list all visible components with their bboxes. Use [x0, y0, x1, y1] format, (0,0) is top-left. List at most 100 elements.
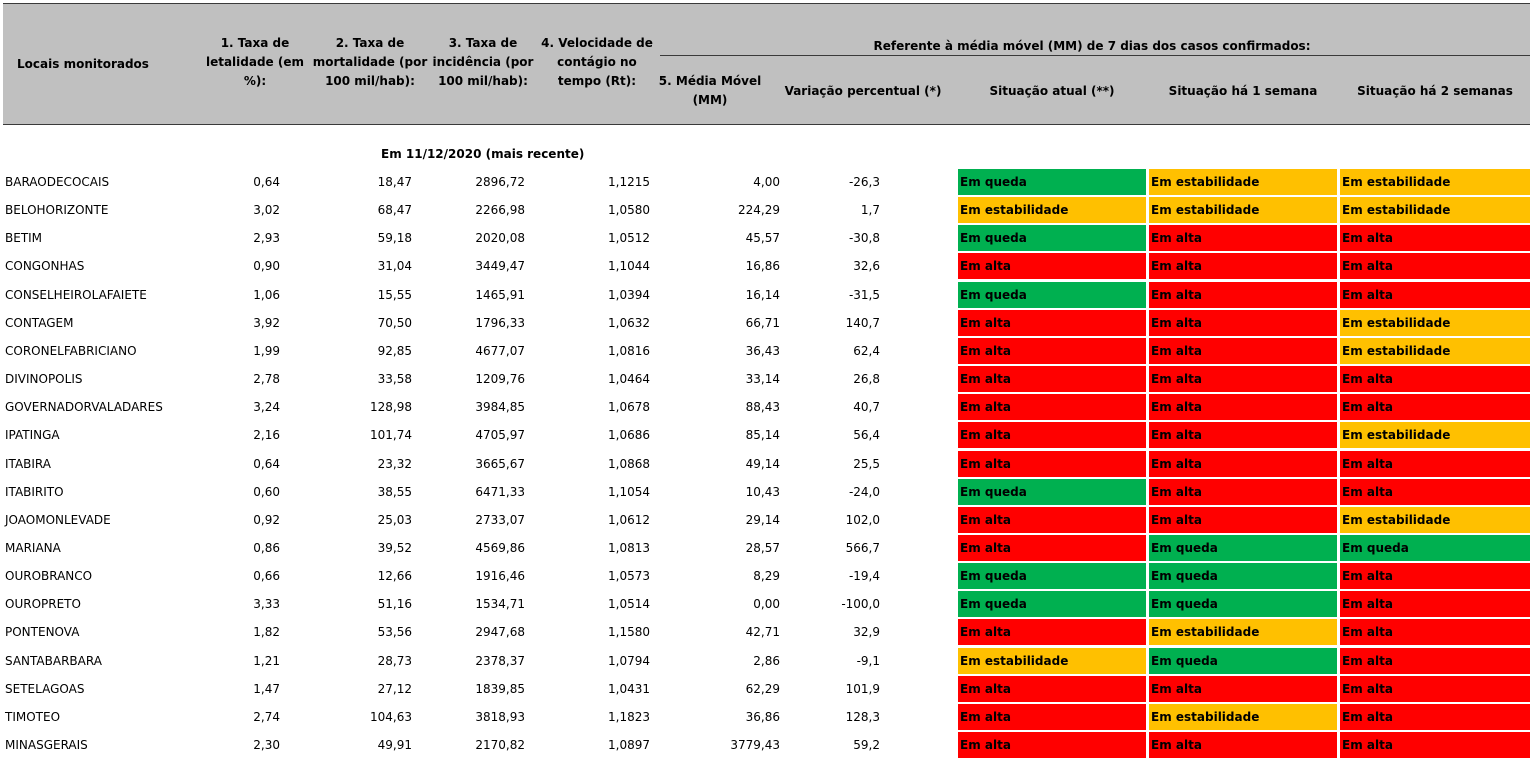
- cell-velocidade-rt: 1,1044: [608, 259, 650, 273]
- cell-mortalidade: 39,52: [377, 541, 412, 555]
- cell-incidencia: 2378,37: [475, 654, 525, 668]
- cell-letalidade: 1,47: [253, 682, 280, 696]
- cell-variacao: 40,7: [853, 400, 880, 414]
- cell-variacao: 62,4: [853, 344, 880, 358]
- cell-situacao-1-semana: Em queda: [1149, 591, 1337, 617]
- cell-variacao: -31,5: [848, 288, 880, 302]
- cell-incidencia: 4705,97: [475, 428, 525, 442]
- table-row: GOVERNADORVALADARES 3,24 128,98 3984,85 1,06…: [0, 393, 1530, 421]
- cell-letalidade: 2,93: [253, 231, 280, 245]
- cell-mortalidade: 70,50: [377, 316, 412, 330]
- cell-media-movel: 85,14: [745, 428, 780, 442]
- cell-variacao: 128,3: [845, 710, 880, 724]
- cell-media-movel: 36,43: [745, 344, 780, 358]
- cell-situacao-1-semana: Em alta: [1149, 282, 1337, 308]
- cell-mortalidade: 38,55: [377, 485, 412, 499]
- cell-situacao-2-semanas: Em estabilidade: [1340, 310, 1530, 336]
- table-row: MARIANA 0,86 39,52 4569,86 1,0813 28,57 566,7 E…: [0, 534, 1530, 562]
- table-row: OUROBRANCO 0,66 12,66 1916,46 1,0573 8,29 -19,…: [0, 562, 1530, 590]
- table-row: SETELAGOAS 1,47 27,12 1839,85 1,0431 62,29 101…: [0, 675, 1530, 703]
- table-row: CONGONHAS 0,90 31,04 3449,47 1,1044 16,86 32,6…: [0, 252, 1530, 280]
- cell-situacao-2-semanas: Em alta: [1340, 619, 1530, 645]
- cell-mortalidade: 68,47: [377, 203, 412, 217]
- cell-letalidade: 2,78: [253, 372, 280, 386]
- cell-local: DIVINOPOLIS: [5, 372, 83, 386]
- header-bottom-border: [3, 124, 1530, 125]
- cell-situacao-2-semanas: Em alta: [1340, 704, 1530, 730]
- cell-media-movel: 62,29: [745, 682, 780, 696]
- cell-media-movel: 49,14: [745, 457, 780, 471]
- cell-incidencia: 2266,98: [475, 203, 525, 217]
- group-header-divider: [660, 55, 1530, 56]
- cell-mortalidade: 25,03: [377, 513, 412, 527]
- cell-media-movel: 36,86: [745, 710, 780, 724]
- cell-incidencia: 1839,85: [475, 682, 525, 696]
- cell-incidencia: 6471,33: [475, 485, 525, 499]
- table-row: CONSELHEIROLAFAIETE 1,06 15,55 1465,91 1,039…: [0, 281, 1530, 309]
- cell-media-movel: 10,43: [745, 485, 780, 499]
- cell-variacao: 102,0: [845, 513, 880, 527]
- cell-letalidade: 2,74: [253, 710, 280, 724]
- cell-velocidade-rt: 1,0612: [608, 513, 650, 527]
- cell-situacao-2-semanas: Em alta: [1340, 732, 1530, 758]
- cell-incidencia: 3818,93: [475, 710, 525, 724]
- cell-mortalidade: 128,98: [370, 400, 412, 414]
- table-row: SANTABARBARA 1,21 28,73 2378,37 1,0794 2,86 -9…: [0, 647, 1530, 675]
- header-background: [3, 4, 1530, 125]
- cell-situacao-1-semana: Em queda: [1149, 535, 1337, 561]
- table-row: ITABIRA 0,64 23,32 3665,67 1,0868 49,14 25,5 Em…: [0, 450, 1530, 478]
- cell-media-movel: 0,00: [753, 597, 780, 611]
- header-locais-monitorados: Locais monitorados: [17, 57, 149, 71]
- cell-situacao-1-semana: Em estabilidade: [1149, 704, 1337, 730]
- cell-velocidade-rt: 1,0816: [608, 344, 650, 358]
- table-row: BELOHORIZONTE 3,02 68,47 2266,98 1,0580 224,2…: [0, 196, 1530, 224]
- table-row: ITABIRITO 0,60 38,55 6471,33 1,1054 10,43 -24,…: [0, 478, 1530, 506]
- cell-situacao-2-semanas: Em alta: [1340, 479, 1530, 505]
- cell-mortalidade: 31,04: [377, 259, 412, 273]
- cell-velocidade-rt: 1,0813: [608, 541, 650, 555]
- cell-mortalidade: 101,74: [370, 428, 412, 442]
- cell-situacao-2-semanas: Em estabilidade: [1340, 169, 1530, 195]
- cell-velocidade-rt: 1,0868: [608, 457, 650, 471]
- cell-local: TIMOTEO: [5, 710, 61, 724]
- cell-mortalidade: 27,12: [377, 682, 412, 696]
- cell-letalidade: 1,06: [253, 288, 280, 302]
- cell-letalidade: 0,60: [253, 485, 280, 499]
- cell-media-movel: 29,14: [745, 513, 780, 527]
- cell-media-movel: 16,86: [745, 259, 780, 273]
- cell-velocidade-rt: 1,0514: [608, 597, 650, 611]
- cell-local: MARIANA: [5, 541, 61, 555]
- cell-mortalidade: 51,16: [377, 597, 412, 611]
- cell-local: CONGONHAS: [5, 259, 85, 273]
- cell-local: BETIM: [5, 231, 43, 245]
- cell-local: JOAOMONLEVADE: [5, 513, 111, 527]
- cell-incidencia: 3665,67: [475, 457, 525, 471]
- cell-mortalidade: 59,18: [377, 231, 412, 245]
- header-taxa-mortalidade: 2. Taxa de mortalidade (por 100 mil/hab)…: [312, 35, 428, 88]
- cell-incidencia: 2170,82: [475, 738, 525, 752]
- cell-situacao-2-semanas: Em alta: [1340, 563, 1530, 589]
- cell-situacao-atual: Em queda: [958, 282, 1146, 308]
- cell-situacao-atual: Em alta: [958, 451, 1146, 477]
- cell-velocidade-rt: 1,1823: [608, 710, 650, 724]
- cell-situacao-atual: Em alta: [958, 366, 1146, 392]
- cell-media-movel: 224,29: [738, 203, 780, 217]
- cell-variacao: 140,7: [845, 316, 880, 330]
- cell-velocidade-rt: 1,1054: [608, 485, 650, 499]
- cell-variacao: 32,6: [853, 259, 880, 273]
- table-row: MINASGERAIS 2,30 49,91 2170,82 1,0897 3779,43…: [0, 731, 1530, 759]
- table-row: JOAOMONLEVADE 0,92 25,03 2733,07 1,0612 29,14…: [0, 506, 1530, 534]
- table-row: CONTAGEM 3,92 70,50 1796,33 1,0632 66,71 140,7…: [0, 309, 1530, 337]
- cell-media-movel: 8,29: [753, 569, 780, 583]
- cell-velocidade-rt: 1,1580: [608, 625, 650, 639]
- cell-velocidade-rt: 1,0573: [608, 569, 650, 583]
- cell-variacao: -24,0: [848, 485, 880, 499]
- cell-media-movel: 28,57: [745, 541, 780, 555]
- cell-letalidade: 3,02: [253, 203, 280, 217]
- cell-situacao-1-semana: Em estabilidade: [1149, 169, 1337, 195]
- cell-variacao: -19,4: [848, 569, 880, 583]
- header-variacao-percentual: Variação percentual (*): [784, 83, 942, 98]
- cell-incidencia: 2733,07: [475, 513, 525, 527]
- cell-local: PONTENOVA: [5, 625, 80, 639]
- cell-situacao-atual: Em alta: [958, 394, 1146, 420]
